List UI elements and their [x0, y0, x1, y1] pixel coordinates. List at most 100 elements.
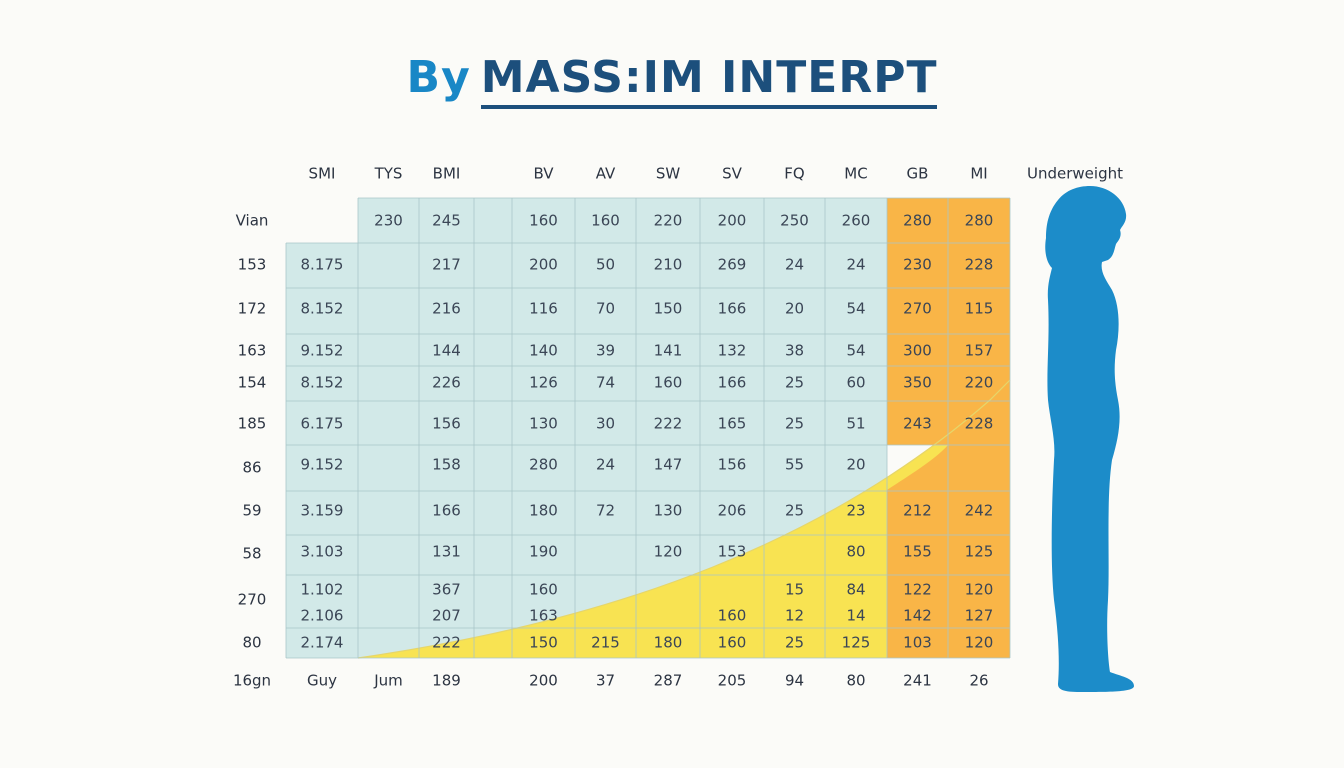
table-cell: 260 [842, 212, 871, 230]
table-cell: 25 [785, 634, 804, 652]
threshold-curve [357, 379, 1011, 659]
table-cell: 160 [529, 581, 558, 599]
silhouette-label: Underweight [1027, 165, 1123, 183]
table-cell: 9.152 [301, 456, 344, 474]
table-cell: 155 [903, 543, 932, 561]
table-cell: 160 [718, 634, 747, 652]
table-cell: 230 [903, 256, 932, 274]
table-cell: 160 [529, 212, 558, 230]
footer-cell: Guy [307, 672, 337, 690]
table-cell: 103 [903, 634, 932, 652]
table-cell: 245 [432, 212, 461, 230]
row-label: 86 [242, 459, 261, 477]
table-cell: 142 [903, 607, 932, 625]
table-cell: 116 [529, 300, 558, 318]
table-cell: 228 [965, 256, 994, 274]
table-cell: 72 [596, 502, 615, 520]
table-cell: 12 [785, 607, 804, 625]
table-cell: 156 [718, 456, 747, 474]
row-label: 163 [238, 342, 267, 360]
yellow-zone [358, 380, 1010, 658]
footer-cell: 200 [529, 672, 558, 690]
table-cell: 222 [432, 634, 461, 652]
table-cell: 220 [965, 374, 994, 392]
table-cell: 70 [596, 300, 615, 318]
table-cell: 212 [903, 502, 932, 520]
table-cell: 74 [596, 374, 615, 392]
table-cell: 39 [596, 342, 615, 360]
table-cell: 115 [965, 300, 994, 318]
table-cell: 120 [965, 634, 994, 652]
table-cell: 30 [596, 415, 615, 433]
table-cell: 200 [718, 212, 747, 230]
table-cell: 166 [432, 502, 461, 520]
table-cell: 125 [842, 634, 871, 652]
column-header: SV [722, 165, 743, 183]
table-cell: 157 [965, 342, 994, 360]
table-cell: 141 [654, 342, 683, 360]
page-title: By MASS:IM INTERPT [0, 52, 1344, 109]
table-cell: 215 [591, 634, 620, 652]
table-cell: 153 [718, 543, 747, 561]
footer-cell: 94 [785, 672, 804, 690]
row-label: Vian [236, 212, 269, 230]
column-header: TYS [374, 165, 403, 183]
table-cell: 38 [785, 342, 804, 360]
title-part-1: By [406, 52, 471, 103]
row-label: 172 [238, 300, 267, 318]
row-label: 58 [242, 545, 261, 563]
table-cell: 8.152 [301, 300, 344, 318]
table-cell: 25 [785, 502, 804, 520]
table-cell: 23 [846, 502, 865, 520]
table-cell: 132 [718, 342, 747, 360]
table-cell: 122 [903, 581, 932, 599]
table-cell: 51 [846, 415, 865, 433]
table-cell: 3.103 [301, 543, 344, 561]
table-cell: 60 [846, 374, 865, 392]
table-cell: 6.175 [301, 415, 344, 433]
table-cell: 150 [529, 634, 558, 652]
orange-zone-lower [887, 445, 1010, 658]
orange-zone-mi [948, 445, 1010, 491]
table-cell: 24 [846, 256, 865, 274]
footer-cell: 205 [718, 672, 747, 690]
table-cell: 125 [965, 543, 994, 561]
column-header: BV [533, 165, 554, 183]
table-cell: 120 [965, 581, 994, 599]
row-label: 154 [238, 374, 267, 392]
table-cell: 367 [432, 581, 461, 599]
table-cell: 230 [374, 212, 403, 230]
table-cell: 180 [654, 634, 683, 652]
footer-cell: 37 [596, 672, 615, 690]
table-cell: 9.152 [301, 342, 344, 360]
column-header: AV [596, 165, 616, 183]
table-cell: 222 [654, 415, 683, 433]
footer-cell: Jum [373, 672, 403, 690]
table-cell: 242 [965, 502, 994, 520]
table-cell: 156 [432, 415, 461, 433]
table-cell: 120 [654, 543, 683, 561]
table-cell: 140 [529, 342, 558, 360]
table-cell: 150 [654, 300, 683, 318]
column-header: MC [844, 165, 867, 183]
column-header: FQ [784, 165, 804, 183]
table-cell: 25 [785, 374, 804, 392]
orange-zone-upper [887, 198, 1010, 445]
table-cell: 55 [785, 456, 804, 474]
table-cell: 2.174 [301, 634, 344, 652]
table-cell: 84 [846, 581, 865, 599]
column-header: SMI [309, 165, 336, 183]
table-cell: 180 [529, 502, 558, 520]
table-cell: 54 [846, 300, 865, 318]
table-cell: 228 [965, 415, 994, 433]
row-label: 59 [242, 502, 261, 520]
light-blue-zone-top [358, 198, 887, 243]
footer-cell: 80 [846, 672, 865, 690]
table-cell: 210 [654, 256, 683, 274]
table-cell: 300 [903, 342, 932, 360]
table-cell: 166 [718, 300, 747, 318]
table-cell: 280 [529, 456, 558, 474]
column-header: BMI [433, 165, 461, 183]
table-cell: 80 [846, 543, 865, 561]
table-cell: 20 [846, 456, 865, 474]
